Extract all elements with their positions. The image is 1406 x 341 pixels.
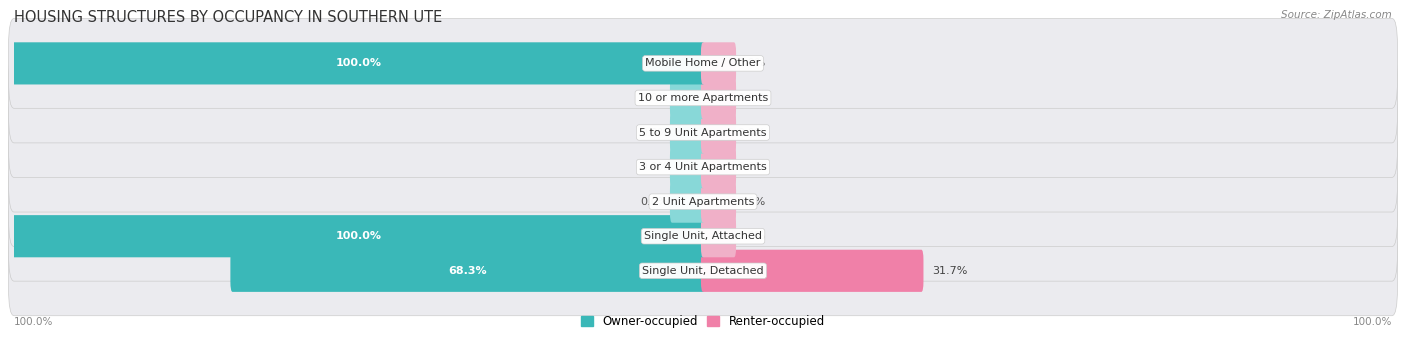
FancyBboxPatch shape: [13, 42, 704, 85]
Text: 2 Unit Apartments: 2 Unit Apartments: [652, 197, 754, 207]
Text: Single Unit, Detached: Single Unit, Detached: [643, 266, 763, 276]
Text: 100.0%: 100.0%: [1353, 317, 1392, 327]
FancyBboxPatch shape: [231, 250, 704, 292]
Text: HOUSING STRUCTURES BY OCCUPANCY IN SOUTHERN UTE: HOUSING STRUCTURES BY OCCUPANCY IN SOUTH…: [14, 10, 443, 25]
Text: Mobile Home / Other: Mobile Home / Other: [645, 58, 761, 69]
FancyBboxPatch shape: [702, 181, 737, 223]
FancyBboxPatch shape: [8, 191, 1398, 281]
FancyBboxPatch shape: [702, 77, 737, 119]
FancyBboxPatch shape: [8, 157, 1398, 247]
FancyBboxPatch shape: [702, 146, 737, 188]
Text: 0.0%: 0.0%: [738, 128, 766, 137]
Text: 0.0%: 0.0%: [738, 231, 766, 241]
FancyBboxPatch shape: [669, 181, 704, 223]
FancyBboxPatch shape: [13, 215, 704, 257]
Text: 0.0%: 0.0%: [640, 128, 669, 137]
FancyBboxPatch shape: [8, 88, 1398, 177]
FancyBboxPatch shape: [669, 77, 704, 119]
FancyBboxPatch shape: [702, 112, 737, 153]
Text: 10 or more Apartments: 10 or more Apartments: [638, 93, 768, 103]
FancyBboxPatch shape: [8, 18, 1398, 108]
FancyBboxPatch shape: [8, 122, 1398, 212]
Text: 100.0%: 100.0%: [14, 317, 53, 327]
Text: 68.3%: 68.3%: [449, 266, 486, 276]
Legend: Owner-occupied, Renter-occupied: Owner-occupied, Renter-occupied: [581, 315, 825, 328]
Text: 0.0%: 0.0%: [738, 162, 766, 172]
Text: 100.0%: 100.0%: [336, 231, 381, 241]
Text: Single Unit, Attached: Single Unit, Attached: [644, 231, 762, 241]
FancyBboxPatch shape: [702, 250, 924, 292]
Text: 0.0%: 0.0%: [640, 93, 669, 103]
Text: 0.0%: 0.0%: [738, 197, 766, 207]
Text: 0.0%: 0.0%: [738, 93, 766, 103]
FancyBboxPatch shape: [669, 146, 704, 188]
Text: 5 to 9 Unit Apartments: 5 to 9 Unit Apartments: [640, 128, 766, 137]
Text: Source: ZipAtlas.com: Source: ZipAtlas.com: [1281, 10, 1392, 20]
Text: 0.0%: 0.0%: [640, 162, 669, 172]
Text: 31.7%: 31.7%: [932, 266, 967, 276]
Text: 100.0%: 100.0%: [336, 58, 381, 69]
Text: 3 or 4 Unit Apartments: 3 or 4 Unit Apartments: [640, 162, 766, 172]
Text: 0.0%: 0.0%: [640, 197, 669, 207]
FancyBboxPatch shape: [8, 53, 1398, 143]
FancyBboxPatch shape: [669, 112, 704, 153]
FancyBboxPatch shape: [702, 215, 737, 257]
Text: 0.0%: 0.0%: [738, 58, 766, 69]
FancyBboxPatch shape: [702, 42, 737, 85]
FancyBboxPatch shape: [8, 226, 1398, 316]
